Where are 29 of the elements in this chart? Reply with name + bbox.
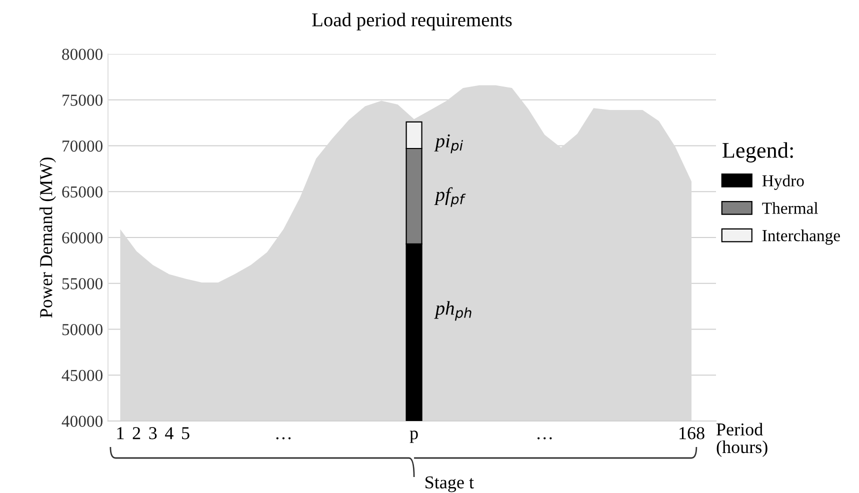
x-tick-label: 2 xyxy=(132,427,140,440)
text: Stage t xyxy=(426,476,474,492)
x-tick-label: 5 xyxy=(182,427,190,440)
annotation: pf$_{pf}$ xyxy=(434,187,466,207)
annotation: pi$_{pi}$ xyxy=(434,134,463,154)
chart-title: Load period requirements xyxy=(312,12,512,30)
legend-label: Interchange xyxy=(762,230,840,245)
y-tick-label: 65000 xyxy=(62,186,103,198)
x-tick-label: 168 xyxy=(680,427,704,440)
y-axis-title: Power Demand (MW) xyxy=(40,158,56,318)
y-tick-label: 75000 xyxy=(62,94,103,106)
x-tick-label: … xyxy=(538,437,552,440)
legend-label: Thermal xyxy=(762,202,818,214)
annotation: ph$_{ph}$ xyxy=(434,301,472,321)
y-tick-label: 60000 xyxy=(62,232,103,244)
x-tick-label: 1 xyxy=(117,427,124,440)
y-tick-label: 55000 xyxy=(62,278,103,290)
y-tick-label: 80000 xyxy=(62,48,103,60)
x-tick-label: 3 xyxy=(149,427,157,440)
y-tick-label: 45000 xyxy=(62,370,103,382)
x-tick-label: … xyxy=(276,437,291,440)
legend-label: Hydro xyxy=(762,174,804,190)
x-tick-label: 4 xyxy=(165,427,174,440)
x-tick-label: p xyxy=(410,430,418,443)
x-axis-title: Period (hours) xyxy=(716,422,768,457)
legend-title: Legend: xyxy=(722,142,793,162)
y-tick-label: 50000 xyxy=(62,324,103,336)
y-tick-label: 70000 xyxy=(62,140,103,152)
y-tick-label: 40000 xyxy=(62,416,103,427)
